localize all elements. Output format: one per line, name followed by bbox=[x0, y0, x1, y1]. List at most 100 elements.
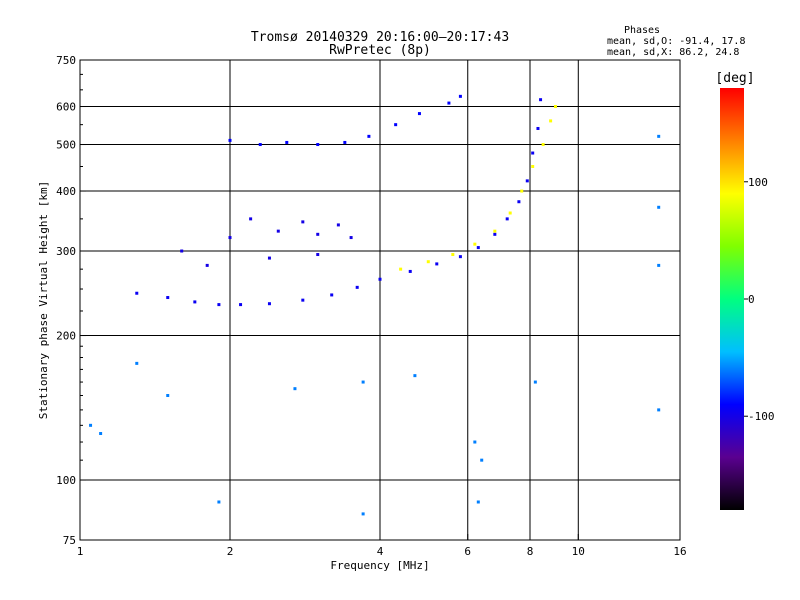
y-axis-ticks: 75 100 200 300 400 500 600 750 bbox=[56, 54, 86, 547]
data-point bbox=[349, 236, 353, 240]
data-point bbox=[330, 293, 334, 297]
data-point bbox=[473, 242, 477, 246]
data-point bbox=[493, 232, 497, 236]
data-point bbox=[657, 134, 661, 138]
data-point bbox=[316, 232, 320, 236]
data-point bbox=[417, 112, 421, 116]
data-point bbox=[258, 143, 262, 147]
stats-heading: Phases bbox=[624, 25, 660, 36]
colorbar-tick-label: 0 bbox=[748, 293, 755, 306]
y-tick-label: 200 bbox=[56, 330, 76, 343]
y-axis-label: Stationary phase Virtual Height [km] bbox=[37, 181, 50, 419]
data-point bbox=[301, 298, 305, 302]
data-point bbox=[458, 94, 462, 98]
data-point bbox=[476, 246, 480, 250]
data-point bbox=[408, 269, 412, 273]
data-point bbox=[517, 200, 521, 204]
data-point bbox=[399, 267, 403, 271]
data-point bbox=[473, 440, 477, 444]
data-point bbox=[89, 423, 93, 427]
data-point bbox=[180, 249, 184, 253]
data-point bbox=[533, 380, 537, 384]
data-point bbox=[553, 105, 557, 109]
data-point bbox=[520, 189, 524, 193]
data-point bbox=[166, 394, 170, 398]
stats-o-mode: mean, sd,O: -91.4, 17.8 bbox=[607, 36, 745, 47]
x-tick-label: 16 bbox=[673, 545, 686, 558]
data-point bbox=[267, 256, 271, 260]
colorbar-ticks: 100 0 -100 bbox=[744, 176, 775, 423]
x-tick-label: 6 bbox=[464, 545, 471, 558]
colorbar-tick-label: -100 bbox=[748, 410, 775, 423]
x-axis-label: Frequency [MHz] bbox=[330, 559, 429, 572]
data-point bbox=[549, 119, 553, 123]
data-point bbox=[539, 98, 543, 102]
data-point bbox=[205, 263, 209, 267]
data-point bbox=[166, 296, 170, 300]
data-point bbox=[493, 229, 497, 233]
data-point bbox=[541, 143, 545, 147]
data-point bbox=[217, 303, 221, 307]
data-point bbox=[239, 303, 243, 307]
data-point bbox=[228, 138, 232, 142]
data-point bbox=[249, 217, 253, 221]
colorbar-label: [deg] bbox=[715, 71, 754, 86]
data-point bbox=[394, 123, 398, 127]
data-point bbox=[276, 229, 280, 233]
y-tick-label: 400 bbox=[56, 185, 76, 198]
x-axis-ticks: 1 2 4 6 8 10 16 bbox=[77, 534, 687, 558]
y-tick-label: 75 bbox=[63, 534, 76, 547]
colorbar-tick-label: 100 bbox=[748, 176, 768, 189]
data-point bbox=[301, 220, 305, 224]
data-point bbox=[447, 101, 451, 105]
data-point bbox=[367, 134, 371, 138]
y-tick-label: 600 bbox=[56, 101, 76, 114]
y-tick-label: 300 bbox=[56, 245, 76, 258]
y-tick-label: 100 bbox=[56, 474, 76, 487]
data-point bbox=[378, 277, 382, 281]
y-tick-label: 500 bbox=[56, 139, 76, 152]
data-point bbox=[451, 253, 455, 257]
plot-gridlines bbox=[80, 60, 680, 540]
data-point bbox=[316, 253, 320, 257]
data-point bbox=[531, 151, 535, 155]
x-tick-label: 10 bbox=[572, 545, 585, 558]
x-tick-label: 4 bbox=[377, 545, 384, 558]
colorbar bbox=[720, 88, 744, 510]
plot-data-points bbox=[89, 94, 661, 516]
data-point bbox=[336, 223, 340, 227]
data-point bbox=[361, 380, 365, 384]
data-point bbox=[508, 211, 512, 215]
data-point bbox=[228, 236, 232, 240]
data-point bbox=[536, 126, 540, 130]
data-point bbox=[343, 140, 347, 144]
x-tick-label: 1 bbox=[77, 545, 84, 558]
data-point bbox=[426, 260, 430, 264]
y-tick-label: 750 bbox=[56, 54, 76, 67]
data-point bbox=[217, 500, 221, 504]
data-point bbox=[458, 255, 462, 259]
chart-title: Tromsø 20140329 20:16:00–20:17:43 bbox=[251, 30, 509, 45]
data-point bbox=[476, 500, 480, 504]
data-point bbox=[135, 291, 139, 295]
data-point bbox=[135, 361, 139, 365]
data-point bbox=[193, 300, 197, 304]
data-point bbox=[657, 408, 661, 412]
data-point bbox=[505, 217, 509, 221]
data-point bbox=[657, 263, 661, 267]
data-point bbox=[355, 285, 359, 289]
data-point bbox=[531, 164, 535, 168]
data-point bbox=[293, 387, 297, 391]
data-point bbox=[525, 179, 529, 183]
data-point bbox=[285, 140, 289, 144]
data-point bbox=[316, 143, 320, 147]
stats-x-mode: mean, sd,X: 86.2, 24.8 bbox=[607, 47, 739, 58]
x-tick-label: 2 bbox=[227, 545, 234, 558]
data-point bbox=[361, 512, 365, 516]
chart-subtitle: RwPretec (8p) bbox=[329, 43, 431, 58]
data-point bbox=[480, 458, 484, 462]
data-point bbox=[435, 262, 439, 266]
data-point bbox=[413, 374, 417, 378]
data-point bbox=[99, 432, 103, 436]
